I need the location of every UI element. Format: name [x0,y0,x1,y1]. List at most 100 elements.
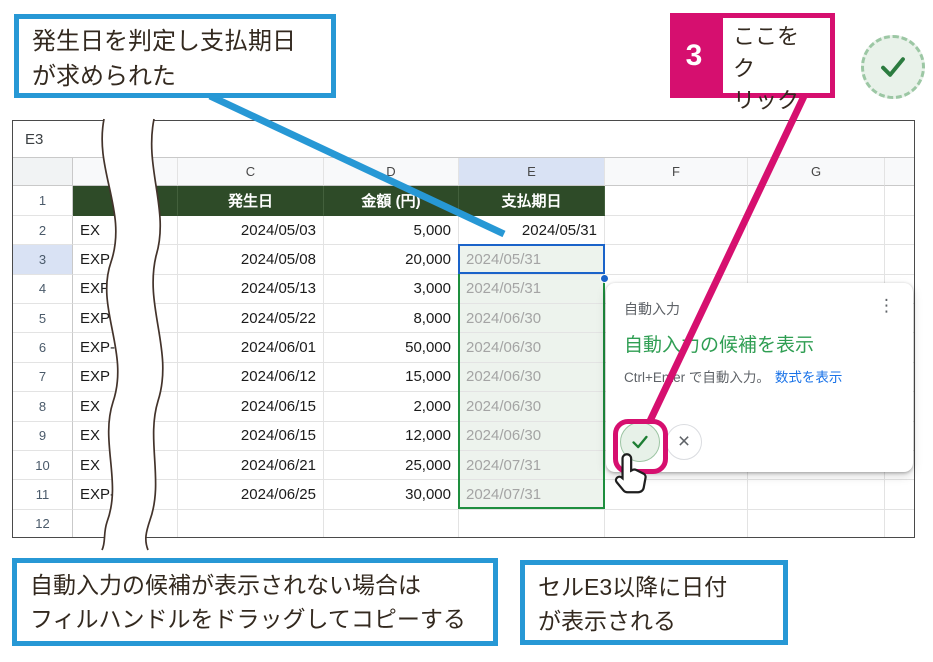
row-number[interactable]: 7 [13,362,73,393]
cell[interactable]: 2024/06/30 [459,392,605,422]
cell[interactable]: 2024/07/31 [459,450,605,481]
cell[interactable]: EXP [73,362,178,393]
cell[interactable]: 50,000 [324,333,459,363]
row-number[interactable]: 9 [13,421,73,451]
cell[interactable]: EX [73,216,178,246]
cell-e3-selected[interactable]: 2024/05/31 [459,245,605,275]
cell[interactable]: EX [73,421,178,451]
cell[interactable]: 20,000 [324,245,459,275]
cell[interactable]: EXP- [73,333,178,363]
cell[interactable] [748,480,885,510]
column-header-e[interactable]: E [459,158,605,186]
cell[interactable] [748,216,885,246]
row-number[interactable]: 5 [13,304,73,334]
name-box[interactable]: E3 [25,130,44,148]
cell[interactable] [885,510,914,537]
row-number[interactable]: 4 [13,274,73,305]
column-header-partial[interactable] [885,158,914,186]
cell[interactable]: 2,000 [324,392,459,422]
table-row: 10 EX 2024/06/21 25,000 2024/07/31 [13,450,914,481]
cell-f1[interactable] [605,186,748,216]
cell[interactable]: 2024/05/03 [178,216,324,246]
cell[interactable]: 2024/06/12 [178,362,324,393]
cell[interactable] [885,480,914,510]
callout-line: 発生日を判定し支払期日 [32,28,296,55]
kebab-menu-icon[interactable]: ⋮ [878,296,895,315]
cell[interactable]: 25,000 [324,450,459,481]
cell[interactable]: 2024/05/08 [178,245,324,275]
cell[interactable]: EX [73,450,178,481]
cell[interactable]: 2024/05/31 [459,216,605,246]
cell[interactable]: EX [73,392,178,422]
select-all-corner[interactable] [13,158,73,186]
cell-b1[interactable]: 経 [73,186,178,216]
row-number[interactable]: 10 [13,450,73,481]
cell[interactable] [605,509,748,537]
row-number[interactable]: 6 [13,333,73,363]
cell[interactable]: EXP- [73,274,178,305]
cell-h1[interactable] [885,186,914,216]
cell[interactable]: 12,000 [324,421,459,451]
row-number[interactable]: 8 [13,392,73,422]
column-header-b[interactable] [73,158,178,186]
cell[interactable] [459,509,605,537]
dismiss-suggestion-button[interactable]: × [666,424,702,460]
cell[interactable]: 2024/06/30 [459,362,605,393]
cell[interactable] [885,216,914,246]
column-header-g[interactable]: G [748,158,885,186]
cell[interactable]: 2024/05/13 [178,274,324,305]
cell[interactable] [73,509,178,537]
cell[interactable]: 2024/06/25 [178,480,324,510]
table-row: 11 EXP- 2024/06/25 30,000 2024/07/31 [13,480,914,510]
step-label: ここをク リック [718,13,835,113]
row-number[interactable]: 3 [13,245,73,275]
cell[interactable]: EXP [73,245,178,275]
cell[interactable]: 2024/05/22 [178,304,324,334]
cell[interactable]: 2024/06/15 [178,421,324,451]
cell-c1[interactable]: 発生日 [178,186,324,216]
fill-handle[interactable] [600,274,609,283]
cell-g1[interactable] [748,186,885,216]
cell[interactable]: 8,000 [324,304,459,334]
column-header-f[interactable]: F [605,158,748,186]
column-header-c[interactable]: C [178,158,324,186]
cell[interactable] [605,216,748,246]
cell[interactable]: 2024/06/21 [178,450,324,481]
table-header-row: 1 経 発生日 金額 (円) 支払期日 [13,186,914,216]
cell-e1[interactable]: 支払期日 [459,186,605,216]
cell[interactable]: 2024/06/30 [459,333,605,363]
cell[interactable]: EXP- [73,480,178,510]
cell[interactable] [748,509,885,537]
cell[interactable]: 2024/06/30 [459,304,605,334]
accept-suggestion-button[interactable] [620,422,660,462]
row-number[interactable]: 1 [13,186,73,216]
cell[interactable] [885,245,914,275]
cell[interactable]: 2024/06/01 [178,333,324,363]
cell[interactable]: EXP-1 [73,304,178,334]
cell[interactable]: 5,000 [324,216,459,246]
popup-title: 自動入力 [624,301,680,317]
cell[interactable] [605,245,748,275]
cell[interactable] [885,451,914,481]
cell[interactable]: 2024/07/31 [459,480,605,510]
cell[interactable]: 2024/06/15 [178,392,324,422]
popup-hint: Ctrl+Enter で自動入力。 [624,370,770,385]
show-formula-link[interactable]: 数式を表示 [774,370,843,385]
cell[interactable] [748,245,885,275]
table-row: 12 [13,509,914,537]
cell[interactable] [605,480,748,510]
cell[interactable]: 30,000 [324,480,459,510]
selected-cell-outline [458,244,605,274]
row-number[interactable]: 11 [13,480,73,510]
row-number[interactable]: 2 [13,216,73,246]
cell[interactable] [324,509,459,537]
cell[interactable]: 3,000 [324,274,459,305]
cell[interactable]: 2024/06/30 [459,421,605,451]
row-number[interactable]: 12 [13,509,73,537]
column-header-d[interactable]: D [324,158,459,186]
cell[interactable] [178,509,324,537]
callout-line: フィルハンドルをドラッグしてコピーする [30,606,466,632]
cell-d1[interactable]: 金額 (円) [324,186,459,216]
cell[interactable]: 15,000 [324,362,459,393]
cell[interactable]: 2024/05/31 [459,274,605,305]
